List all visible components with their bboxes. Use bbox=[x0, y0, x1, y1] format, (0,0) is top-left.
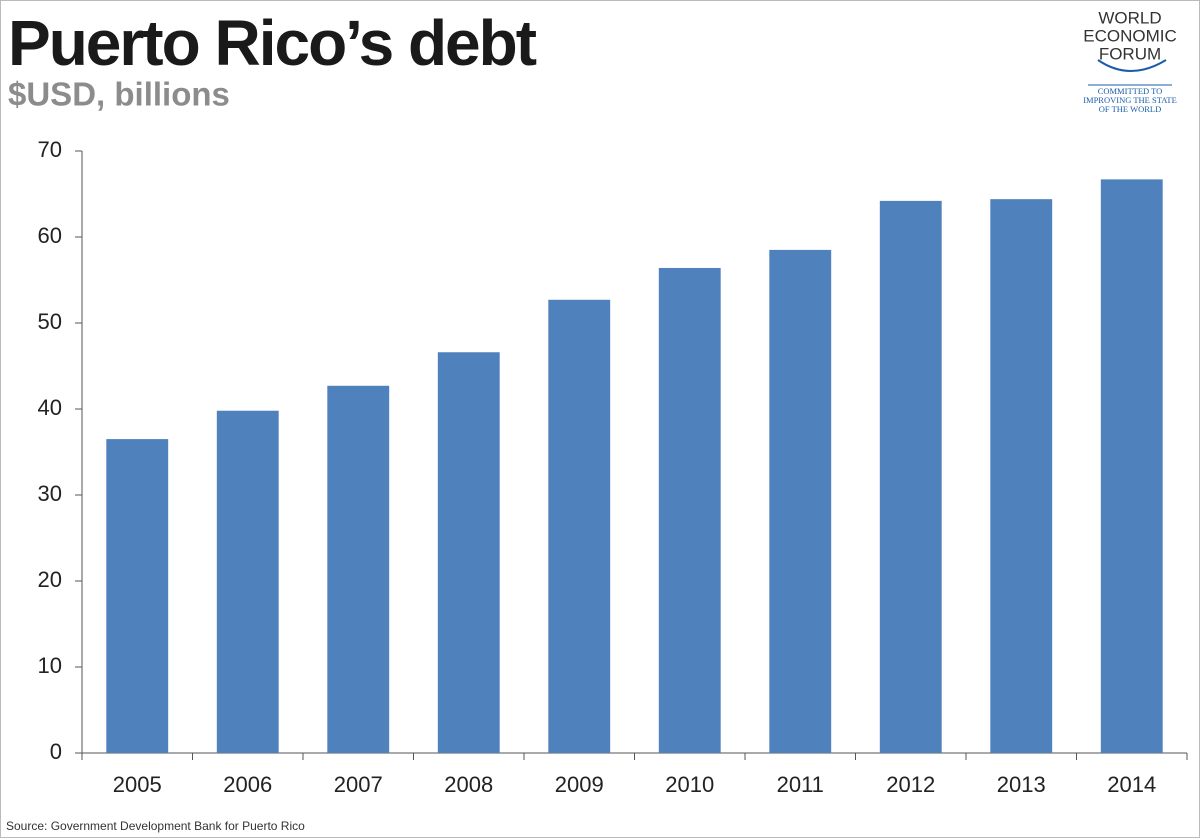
logo-text: WORLD bbox=[1098, 8, 1161, 27]
logo-text: FORUM bbox=[1099, 44, 1161, 63]
x-tick-label: 2007 bbox=[334, 772, 383, 797]
chart-title: Puerto Rico’s debt bbox=[8, 7, 537, 79]
logo-tagline: IMPROVING THE STATE bbox=[1083, 95, 1177, 105]
x-tick-label: 2013 bbox=[997, 772, 1046, 797]
x-tick-label: 2008 bbox=[444, 772, 493, 797]
y-tick-label: 40 bbox=[38, 395, 62, 420]
x-tick-label: 2009 bbox=[555, 772, 604, 797]
x-tick-label: 2005 bbox=[113, 772, 162, 797]
bar bbox=[658, 267, 721, 753]
bar bbox=[327, 385, 390, 753]
y-tick-label: 10 bbox=[38, 653, 62, 678]
y-tick-label: 0 bbox=[50, 739, 62, 764]
bar bbox=[216, 410, 279, 753]
bar bbox=[990, 199, 1053, 753]
bar bbox=[769, 249, 832, 753]
chart-subtitle: $USD, billions bbox=[8, 76, 230, 113]
x-tick-label: 2010 bbox=[665, 772, 714, 797]
x-tick-label: 2014 bbox=[1107, 772, 1156, 797]
logo-tagline: OF THE WORLD bbox=[1099, 104, 1162, 114]
x-tick-label: 2006 bbox=[223, 772, 272, 797]
logo-text: ECONOMIC bbox=[1083, 26, 1177, 45]
y-tick-label: 50 bbox=[38, 309, 62, 334]
y-tick-label: 30 bbox=[38, 481, 62, 506]
source-note: Source: Government Development Bank for … bbox=[6, 819, 305, 833]
y-tick-label: 60 bbox=[38, 223, 62, 248]
bar bbox=[548, 299, 611, 753]
x-tick-label: 2011 bbox=[777, 772, 824, 797]
bar bbox=[1100, 179, 1163, 753]
y-tick-label: 70 bbox=[38, 137, 62, 162]
bar bbox=[437, 352, 500, 753]
x-tick-label: 2012 bbox=[886, 772, 935, 797]
y-tick-label: 20 bbox=[38, 567, 62, 592]
logo-arc bbox=[1097, 59, 1167, 72]
bar bbox=[879, 200, 942, 753]
bar bbox=[106, 439, 169, 753]
logo-tagline: COMMITTED TO bbox=[1098, 86, 1163, 96]
logo: WORLD ECONOMIC FORUM COMMITTED TO IMPROV… bbox=[1083, 8, 1177, 113]
